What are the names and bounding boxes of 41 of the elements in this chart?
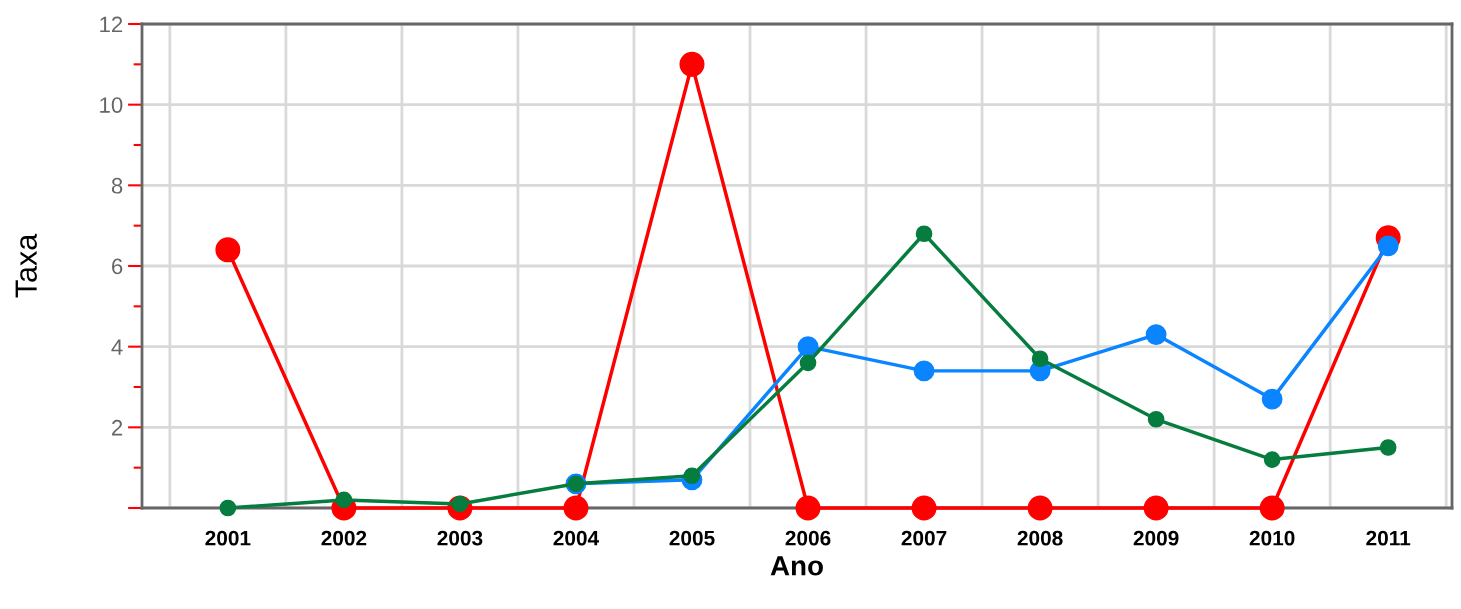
x-axis-title: Ano (770, 556, 823, 576)
x-tick-label: 2002 (321, 530, 367, 546)
point (219, 499, 237, 517)
x-tick-label: 2005 (669, 530, 715, 546)
point (683, 467, 701, 485)
point (799, 354, 817, 372)
point (1259, 495, 1285, 521)
point (915, 225, 933, 243)
point (1261, 388, 1283, 410)
point (215, 237, 241, 263)
point (1379, 439, 1397, 456)
point (1147, 410, 1165, 428)
point (335, 491, 353, 509)
y-axis-title: Taxa (15, 233, 37, 298)
x-tick-label: 2004 (553, 530, 600, 546)
point (1027, 495, 1053, 521)
point (563, 495, 589, 521)
point (1145, 324, 1167, 345)
point (1263, 451, 1281, 468)
x-tick-label: 2011 (1366, 530, 1411, 546)
x-tick-label: 2009 (1133, 530, 1179, 546)
x-tick-label: 2001 (205, 530, 251, 546)
point (913, 360, 935, 382)
x-tick-label: 2010 (1249, 530, 1295, 546)
point (797, 336, 819, 358)
x-tick-label: 2003 (437, 530, 483, 546)
point (795, 495, 821, 521)
point (911, 495, 937, 521)
point (1143, 495, 1169, 521)
x-tick-label: 2008 (1017, 530, 1063, 546)
y-tick-label: 6 (112, 258, 123, 275)
x-tick-label: 2007 (901, 530, 947, 546)
x-tick-label: 2006 (785, 530, 831, 546)
y-tick-label: 12 (100, 16, 123, 33)
y-tick-label: 8 (111, 177, 123, 194)
point (1377, 235, 1399, 257)
point (1031, 350, 1049, 368)
point (679, 51, 705, 77)
y-tick-label: 4 (111, 339, 123, 355)
y-tick-label: 2 (112, 419, 123, 436)
y-tick-label: 10 (100, 97, 123, 113)
